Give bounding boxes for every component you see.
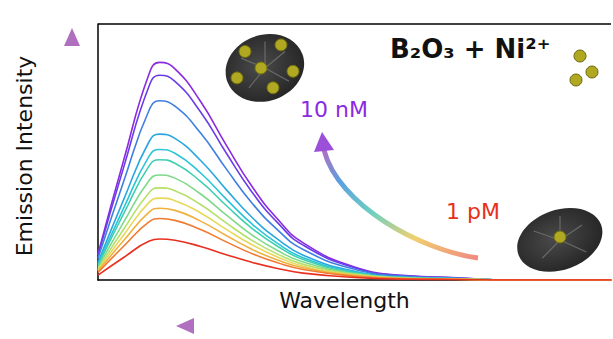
svg-text:1 pM: 1 pM	[446, 199, 500, 224]
svg-text:Emission Intensity: Emission Intensity	[12, 56, 37, 257]
svg-text:10 nM: 10 nM	[300, 97, 368, 122]
svg-text:B₂O₃ + Ni²⁺: B₂O₃ + Ni²⁺	[390, 34, 550, 64]
svg-text:Wavelength: Wavelength	[279, 288, 410, 313]
